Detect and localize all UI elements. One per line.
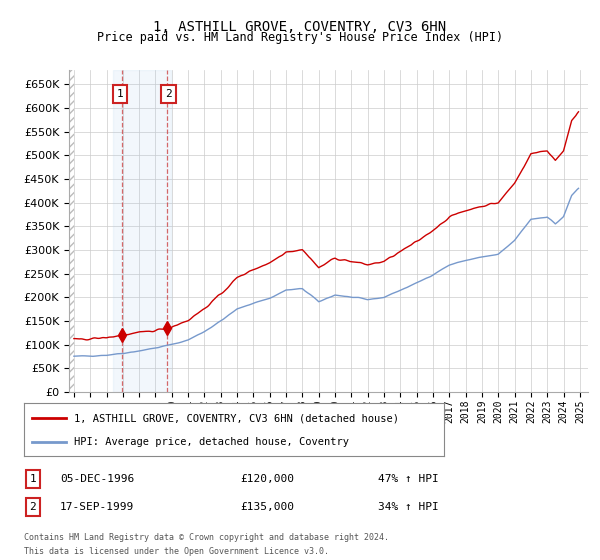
Text: 05-DEC-1996: 05-DEC-1996 — [60, 474, 134, 484]
Text: £135,000: £135,000 — [240, 502, 294, 512]
Text: 1: 1 — [116, 88, 123, 99]
Text: 1, ASTHILL GROVE, COVENTRY, CV3 6HN (detached house): 1, ASTHILL GROVE, COVENTRY, CV3 6HN (det… — [74, 413, 400, 423]
Text: 1, ASTHILL GROVE, COVENTRY, CV3 6HN: 1, ASTHILL GROVE, COVENTRY, CV3 6HN — [154, 20, 446, 34]
Text: £120,000: £120,000 — [240, 474, 294, 484]
Bar — [69, 60, 74, 392]
Text: Contains HM Land Registry data © Crown copyright and database right 2024.: Contains HM Land Registry data © Crown c… — [24, 533, 389, 542]
Bar — [113, 70, 171, 392]
Text: 34% ↑ HPI: 34% ↑ HPI — [378, 502, 439, 512]
Text: 17-SEP-1999: 17-SEP-1999 — [60, 502, 134, 512]
Text: This data is licensed under the Open Government Licence v3.0.: This data is licensed under the Open Gov… — [24, 547, 329, 556]
Text: HPI: Average price, detached house, Coventry: HPI: Average price, detached house, Cove… — [74, 436, 349, 446]
Text: 2: 2 — [166, 88, 172, 99]
Text: 2: 2 — [29, 502, 37, 512]
Text: Price paid vs. HM Land Registry's House Price Index (HPI): Price paid vs. HM Land Registry's House … — [97, 31, 503, 44]
Text: 47% ↑ HPI: 47% ↑ HPI — [378, 474, 439, 484]
Text: 1: 1 — [29, 474, 37, 484]
